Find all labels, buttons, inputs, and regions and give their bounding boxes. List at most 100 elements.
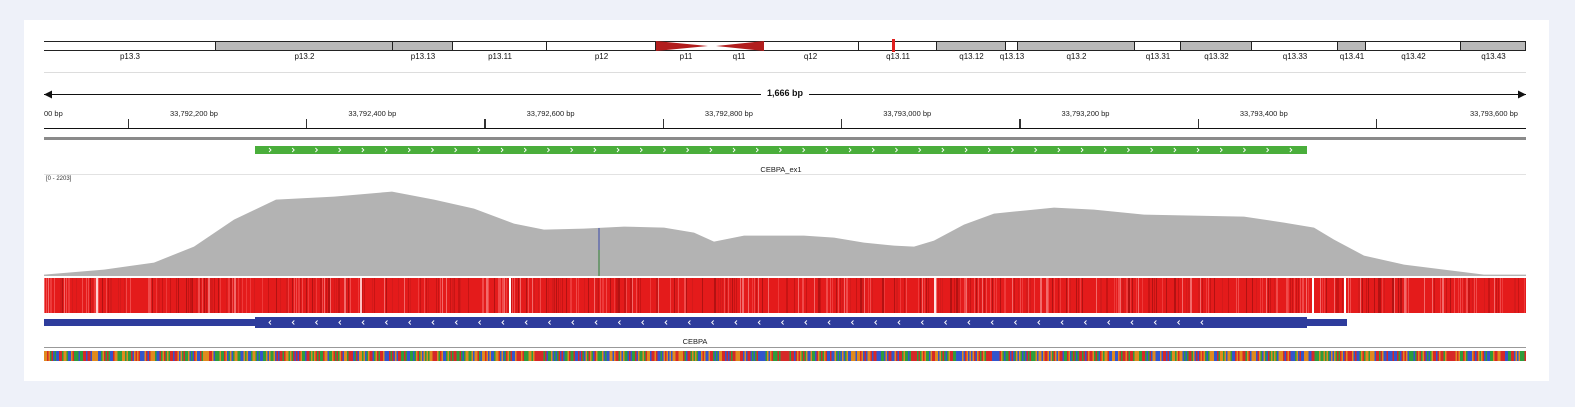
sequence-base (365, 351, 367, 361)
heatmap-track[interactable] (44, 278, 1526, 313)
heatmap-cell (306, 278, 307, 313)
sequence-base (146, 351, 148, 361)
sequence-base (60, 351, 62, 361)
band-q13-12[interactable] (937, 41, 1006, 51)
sequence-base (120, 351, 122, 361)
sequence-base (917, 351, 919, 361)
sequence-base (300, 351, 302, 361)
sequence-base (999, 351, 1001, 361)
sequence-base (608, 351, 610, 361)
sequence-base (1445, 351, 1447, 361)
sequence-base (516, 351, 518, 361)
heatmap-cell (846, 278, 848, 313)
sequence-base (1409, 351, 1411, 361)
strand-arrow (641, 320, 645, 325)
sequence-base (1344, 351, 1346, 361)
band-q13-13[interactable] (1006, 41, 1018, 51)
band-p13-13[interactable] (393, 41, 453, 51)
band-q13-31[interactable] (1135, 41, 1181, 51)
band-label: p13.13 (410, 52, 436, 61)
heatmap-cell (1320, 278, 1321, 313)
sequence-base (537, 351, 539, 361)
band-p12[interactable] (547, 41, 656, 51)
sequence-base (224, 351, 226, 361)
sequence-base (1493, 351, 1495, 361)
sequence-track[interactable] (44, 351, 1526, 361)
heatmap-cell (1460, 278, 1461, 313)
sequence-base (491, 351, 493, 361)
sequence-base (443, 351, 445, 361)
heatmap-cell (748, 278, 749, 313)
strand-arrow (780, 320, 784, 325)
heatmap-cell (1274, 278, 1275, 313)
sequence-base (749, 351, 751, 361)
sequence-base (198, 351, 200, 361)
sequence-base (989, 351, 991, 361)
band-q13-41[interactable] (1338, 41, 1366, 51)
gene-cebpa-exon[interactable] (255, 317, 1307, 328)
sequence-base (872, 351, 874, 361)
strand-arrow (1200, 320, 1204, 325)
sequence-base (299, 351, 301, 361)
sequence-base (894, 351, 896, 361)
strand-arrow (802, 147, 806, 153)
heatmap-cell (1116, 278, 1117, 313)
sequence-base (374, 351, 376, 361)
band-p13-11[interactable] (453, 41, 547, 51)
sequence-base (1284, 351, 1286, 361)
sequence-base (405, 351, 407, 361)
band-q13-42[interactable] (1366, 41, 1461, 51)
band-p13-2[interactable] (216, 41, 393, 51)
sequence-base (950, 351, 952, 361)
band-p13-3[interactable] (44, 41, 216, 51)
sequence-base (881, 351, 883, 361)
strand-arrow (431, 320, 435, 325)
sequence-base (282, 351, 284, 361)
heatmap-cell (392, 278, 393, 313)
sequence-base (1377, 351, 1379, 361)
sequence-base (1430, 351, 1432, 361)
heatmap-cell (868, 278, 869, 313)
band-q13-43[interactable] (1461, 41, 1526, 51)
heatmap-background (44, 278, 1526, 313)
ruler-tick-label: 00 bp (44, 109, 63, 118)
sequence-base (1355, 351, 1357, 361)
sequence-base (980, 351, 982, 361)
ruler-tick (1375, 119, 1377, 129)
sequence-base (1161, 351, 1163, 361)
sequence-base (1019, 351, 1021, 361)
band-q13-2[interactable] (1018, 41, 1135, 51)
centromere-p-arm (656, 41, 708, 51)
heatmap-cell (152, 278, 153, 313)
band-q13-32[interactable] (1181, 41, 1252, 51)
band-q12[interactable] (762, 41, 859, 51)
sequence-base (1272, 351, 1274, 361)
current-region-marker[interactable] (892, 39, 895, 52)
sequence-base (291, 351, 293, 361)
sequence-base (1148, 351, 1150, 361)
sequence-base (1439, 351, 1441, 361)
heatmap-cell (358, 278, 359, 313)
sequence-base (296, 351, 298, 361)
sequence-base (1275, 351, 1277, 361)
sequence-base (1119, 351, 1121, 361)
heatmap-cell (540, 278, 541, 313)
sequence-base (809, 351, 811, 361)
sequence-base (1010, 351, 1012, 361)
band-q13-11[interactable] (859, 41, 937, 51)
feature-cebpa-ex1[interactable] (255, 146, 1307, 154)
heatmap-cell (656, 278, 658, 313)
heatmap-cell (786, 278, 788, 313)
heatmap-cell (778, 278, 779, 313)
sequence-base (324, 351, 326, 361)
strand-arrow (291, 147, 295, 153)
sequence-base (899, 351, 901, 361)
sequence-base (1506, 351, 1508, 361)
sequence-base (1016, 351, 1018, 361)
coverage-track[interactable] (44, 170, 1526, 278)
heatmap-cell (1384, 278, 1385, 313)
sequence-base (857, 351, 859, 361)
sequence-base (192, 351, 194, 361)
band-q13-33[interactable] (1252, 41, 1338, 51)
sequence-base (747, 351, 749, 361)
